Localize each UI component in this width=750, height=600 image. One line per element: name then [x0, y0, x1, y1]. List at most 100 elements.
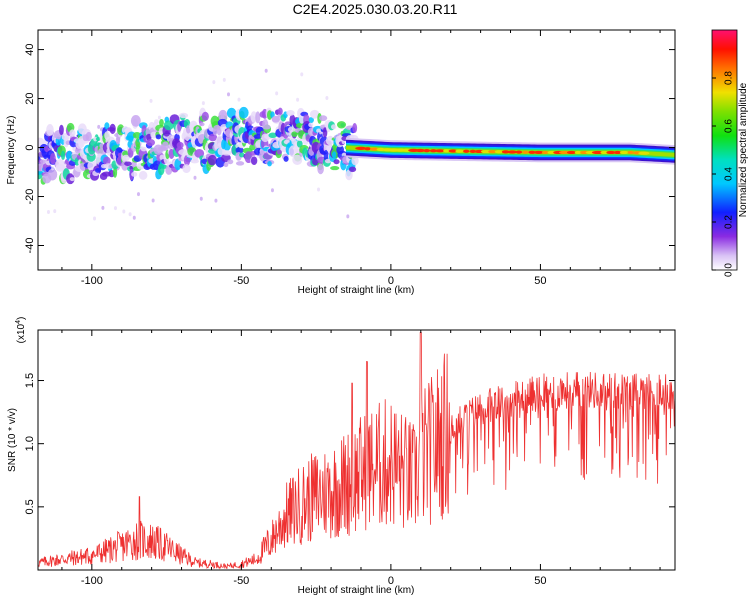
spectrogram-cell [112, 167, 118, 178]
spectrogram-cell [69, 129, 76, 137]
spectrogram-cell [49, 152, 56, 165]
spectrogram-cell [255, 111, 261, 124]
spectrogram-ytick-label: 20 [24, 92, 36, 104]
spectrogram-cell [308, 122, 314, 128]
spectrogram-cell [95, 167, 101, 173]
spectrogram-cell [296, 97, 300, 102]
spectrogram-hotspot [443, 149, 450, 153]
spectrogram-cell [325, 135, 335, 146]
spectrogram-hotspot [415, 148, 426, 153]
colorbar-label: Normalized spectral amplitude [738, 82, 749, 217]
spectrogram-hotspot [638, 151, 650, 155]
spectrogram-cell [146, 138, 156, 147]
spectrogram-cell [309, 109, 320, 119]
spectrogram-cell [174, 158, 182, 171]
spectrogram-cell [276, 149, 283, 155]
spectrogram-cell [201, 111, 209, 121]
spectrogram-cell [325, 95, 329, 100]
spectrogram-cell [46, 209, 50, 214]
spectrogram-hotspot [501, 150, 510, 154]
spectrogram-cell [124, 161, 133, 167]
spectrogram-cell [319, 115, 328, 122]
snr-frame [37, 329, 676, 571]
spectrogram-y-label: Frequency (Hz) [6, 116, 17, 185]
spectrogram-cell [122, 209, 126, 214]
spectrogram-cell [55, 159, 66, 170]
snr-x-label: Height of straight line (km) [298, 585, 415, 596]
spectrogram-cell [185, 157, 191, 163]
spectrogram-cell [101, 205, 105, 210]
spectrogram-cell [221, 150, 232, 156]
snr-axes: -100 -50 0 50 0.5 1.0 1.5 [24, 330, 675, 587]
colorbar-tick-label: 0.0 [724, 263, 735, 277]
spectrogram-hotspot [613, 150, 622, 155]
spectrogram-x-label: Height of straight line (km) [298, 285, 415, 296]
spectrogram-cell [95, 136, 101, 142]
spectrogram-cell [332, 151, 337, 159]
spectrogram-ytick-label: -40 [24, 238, 36, 254]
spectrogram-hotspot [355, 146, 367, 150]
chart-title: C2E4.2025.030.03.20.R11 [292, 1, 458, 17]
spectrogram-cell [212, 80, 216, 85]
spectrogram-cell [238, 106, 249, 119]
spectrogram-hotspot [469, 149, 477, 153]
spectrogram-xtick-label: 0 [388, 275, 394, 287]
spectrogram-cell [291, 131, 298, 137]
spectrogram-hotspot [627, 150, 634, 155]
spectrogram-cell [262, 124, 271, 130]
spectrogram-cell [199, 122, 205, 127]
spectrogram-cell [69, 177, 75, 182]
spectrogram-hotspot [533, 150, 544, 155]
spectrogram-hotspot [515, 150, 523, 154]
snr-xtick-label: 0 [388, 575, 394, 587]
spectrogram-cell [161, 141, 169, 151]
spectrogram-cell [59, 124, 64, 136]
spectrogram-cell [51, 166, 55, 171]
spectrogram-cell [250, 156, 258, 165]
spectrogram-cell [159, 118, 164, 127]
spectrogram-hotspot [435, 149, 445, 153]
snr-ytick-label: 1.0 [24, 436, 36, 451]
spectrogram-cell [104, 122, 110, 130]
spectrogram-hotspot [455, 149, 465, 153]
spectrogram-hotspot [522, 150, 529, 154]
spectrogram-hotspot [423, 148, 431, 153]
spectrogram-cell [157, 115, 161, 120]
snr-series-line [38, 332, 675, 570]
spectrogram-cell [53, 209, 57, 214]
spectrogram-hotspot [606, 150, 616, 155]
spectrogram-hotspot [429, 149, 437, 153]
spectrogram-hotspot [507, 150, 518, 154]
spectrogram-cell [249, 144, 256, 151]
colorbar-gradient [711, 29, 738, 271]
snr-ytick-label: 1.5 [24, 373, 36, 388]
spectrogram-cell [292, 154, 303, 165]
spectrogram-cell [275, 91, 279, 96]
snr-y-label: SNR (10 * v/v) [7, 408, 18, 472]
spectrogram-cell [308, 116, 314, 123]
spectrogram-cell [193, 175, 197, 180]
colorbar-tick-label: 0.2 [724, 215, 735, 229]
spectrogram-cell [345, 169, 353, 181]
spectrogram-cell [85, 131, 92, 142]
spectrogram-xtick-label: -50 [233, 275, 249, 287]
spectrogram-cell [214, 198, 218, 203]
spectrogram-cell [113, 206, 117, 211]
spectrogram-hotspot [448, 149, 458, 153]
spectrogram-hotspot [591, 150, 604, 155]
spectrogram-cell [336, 121, 347, 129]
spectrogram-cell [323, 149, 329, 162]
spectrogram-cell [277, 107, 283, 115]
spectrogram-cell [150, 131, 158, 139]
spectrogram-hotspot [364, 147, 371, 151]
colorbar-tick-label: 0.6 [724, 119, 735, 133]
snr-plot-area [38, 332, 675, 570]
spectrogram-cell [235, 146, 244, 154]
spectrogram-cell [93, 216, 97, 221]
spectrogram-cell [131, 171, 138, 177]
spectrogram-frame [37, 29, 676, 271]
spectrogram-cell [132, 215, 136, 220]
spectrogram-cell [352, 123, 358, 133]
spectrogram-cell [208, 133, 218, 142]
